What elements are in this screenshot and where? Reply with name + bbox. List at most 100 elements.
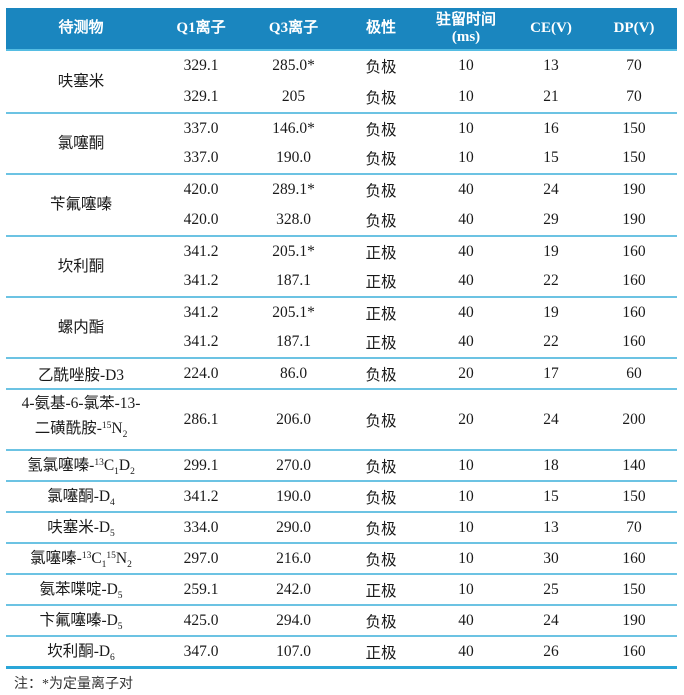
q1-value: 337.0 (183, 119, 219, 137)
table-row: 420.0 328.0 负极 40 29 190 (156, 205, 677, 235)
table-group: 呋塞米 329.1 285.0* 负极 10 13 70 329.1 205 负… (6, 51, 677, 114)
dwell-value: 10 (458, 487, 474, 505)
q1-value: 286.1 (183, 410, 219, 428)
ce-value: 13 (543, 518, 559, 536)
q3-value: 290.0 (276, 518, 311, 536)
dwell-value: 10 (458, 119, 474, 137)
q3-value: 86.0 (279, 364, 308, 382)
q1-value: 337.0 (183, 149, 219, 167)
mrm-parameters-table: 待测物 Q1离子 Q3离子 极性 驻留时间 (ms) CE(V) DP(V) 呋… (6, 8, 677, 669)
q1-value: 341.2 (183, 242, 219, 260)
header-q1-ion: Q1离子 (176, 20, 226, 36)
q1-value: 341.2 (183, 487, 219, 505)
polarity-value: 负极 (365, 613, 397, 631)
q1-value: 347.0 (183, 642, 219, 660)
q1-value: 341.2 (183, 303, 219, 321)
q3-value: 205 (281, 87, 306, 105)
dwell-value: 40 (458, 211, 474, 228)
polarity-value: 正极 (365, 582, 397, 600)
table-row: 氯噻嗪-13C115N2 297.0 216.0 负极 10 30 160 (6, 544, 677, 575)
q3-value: 328.0 (276, 211, 311, 228)
ce-value: 19 (543, 303, 559, 321)
ce-value: 24 (543, 181, 559, 198)
ce-value: 22 (543, 272, 559, 290)
q1-value: 299.1 (183, 456, 219, 474)
dp-value: 150 (622, 149, 646, 167)
polarity-value: 负极 (365, 121, 397, 139)
dp-value: 160 (622, 272, 646, 290)
header-dwell-time: 驻留时间 (ms) (421, 8, 511, 49)
table-row: 329.1 285.0* 负极 10 13 70 (156, 51, 677, 81)
dp-value: 160 (622, 242, 646, 260)
q1-value: 259.1 (183, 580, 219, 598)
q3-value: 205.1* (272, 242, 315, 260)
polarity-value: 正极 (365, 244, 397, 262)
ce-value: 24 (543, 410, 559, 428)
dwell-value: 10 (458, 57, 474, 74)
dp-value: 190 (622, 611, 646, 629)
dwell-value: 40 (458, 642, 474, 660)
analyte-name: 苄氟噻嗪 (49, 196, 112, 213)
q3-value: 216.0 (276, 549, 311, 567)
q1-value: 334.0 (183, 518, 219, 536)
q1-value: 420.0 (183, 211, 219, 228)
polarity-value: 负极 (365, 183, 397, 200)
table-row: 呋塞米-D5 334.0 290.0 负极 10 13 70 (6, 513, 677, 544)
q3-value: 242.0 (276, 580, 311, 598)
ce-value: 17 (543, 364, 559, 382)
table-group: 氯噻酮 337.0 146.0* 负极 10 16 150 337.0 190.… (6, 114, 677, 175)
dp-value: 150 (622, 580, 646, 598)
header-analyte: 待测物 (58, 20, 104, 36)
header-q3-ion: Q3离子 (268, 20, 319, 36)
analyte-name: 氯噻酮 (57, 134, 105, 152)
dwell-value: 40 (458, 272, 474, 290)
dp-value: 140 (622, 456, 646, 474)
dwell-value: 20 (458, 410, 474, 428)
table-row: 4-氨基-6-氯苯-13- 二磺酰胺-15N2 286.1 206.0 负极 2… (6, 390, 677, 451)
analyte-name: 坎利酮-D6 (47, 643, 115, 664)
q1-value: 341.2 (183, 333, 219, 351)
polarity-value: 负极 (365, 458, 397, 476)
dp-value: 200 (622, 410, 646, 428)
table-footnote: 注：*为定量离子对 (14, 677, 133, 692)
polarity-value: 正极 (365, 335, 397, 353)
polarity-value: 负极 (365, 551, 397, 569)
dwell-value: 40 (458, 303, 474, 321)
table-row: 卞氟噻嗪-D5 425.0 294.0 负极 40 24 190 (6, 606, 677, 637)
dp-value: 190 (622, 211, 646, 228)
q3-value: 107.0 (276, 642, 311, 660)
table-row: 341.2 187.1 正极 40 22 160 (156, 328, 677, 358)
polarity-value: 负极 (365, 489, 397, 507)
analyte-name: 乙酰唑胺-D3 (37, 366, 125, 384)
dp-value: 70 (626, 518, 642, 536)
q1-value: 297.0 (183, 549, 219, 567)
table-row: 氨苯喋啶-D5 259.1 242.0 正极 10 25 150 (6, 575, 677, 606)
dwell-value: 40 (458, 333, 474, 351)
polarity-value: 负极 (365, 151, 397, 169)
dwell-value: 10 (458, 549, 474, 567)
table-row: 341.2 205.1* 正极 40 19 160 (156, 237, 677, 267)
dwell-value: 40 (458, 242, 474, 260)
ce-value: 21 (543, 87, 559, 105)
dp-value: 60 (626, 364, 642, 382)
polarity-value: 负极 (365, 520, 397, 538)
ce-value: 18 (543, 456, 559, 474)
dp-value: 190 (622, 181, 646, 198)
q1-value: 329.1 (183, 87, 219, 105)
dwell-value: 10 (458, 149, 474, 167)
q3-value: 190.0 (276, 149, 311, 167)
q3-value: 190.0 (276, 487, 311, 505)
ce-value: 13 (543, 57, 559, 74)
analyte-name: 氯噻酮-D4 (47, 488, 115, 509)
q1-value: 425.0 (183, 611, 219, 629)
header-dp: DP(V) (613, 20, 655, 36)
analyte-name: 4-氨基-6-氯苯-13- 二磺酰胺-15N2 (21, 394, 141, 441)
ce-value: 26 (543, 642, 559, 660)
ce-value: 29 (543, 211, 559, 228)
analyte-name: 氨苯喋啶-D5 (39, 581, 123, 602)
header-ce: CE(V) (530, 20, 572, 36)
ce-value: 30 (543, 549, 559, 567)
dp-value: 160 (622, 333, 646, 351)
header-polarity: 极性 (365, 20, 396, 36)
polarity-value: 正极 (365, 305, 397, 323)
